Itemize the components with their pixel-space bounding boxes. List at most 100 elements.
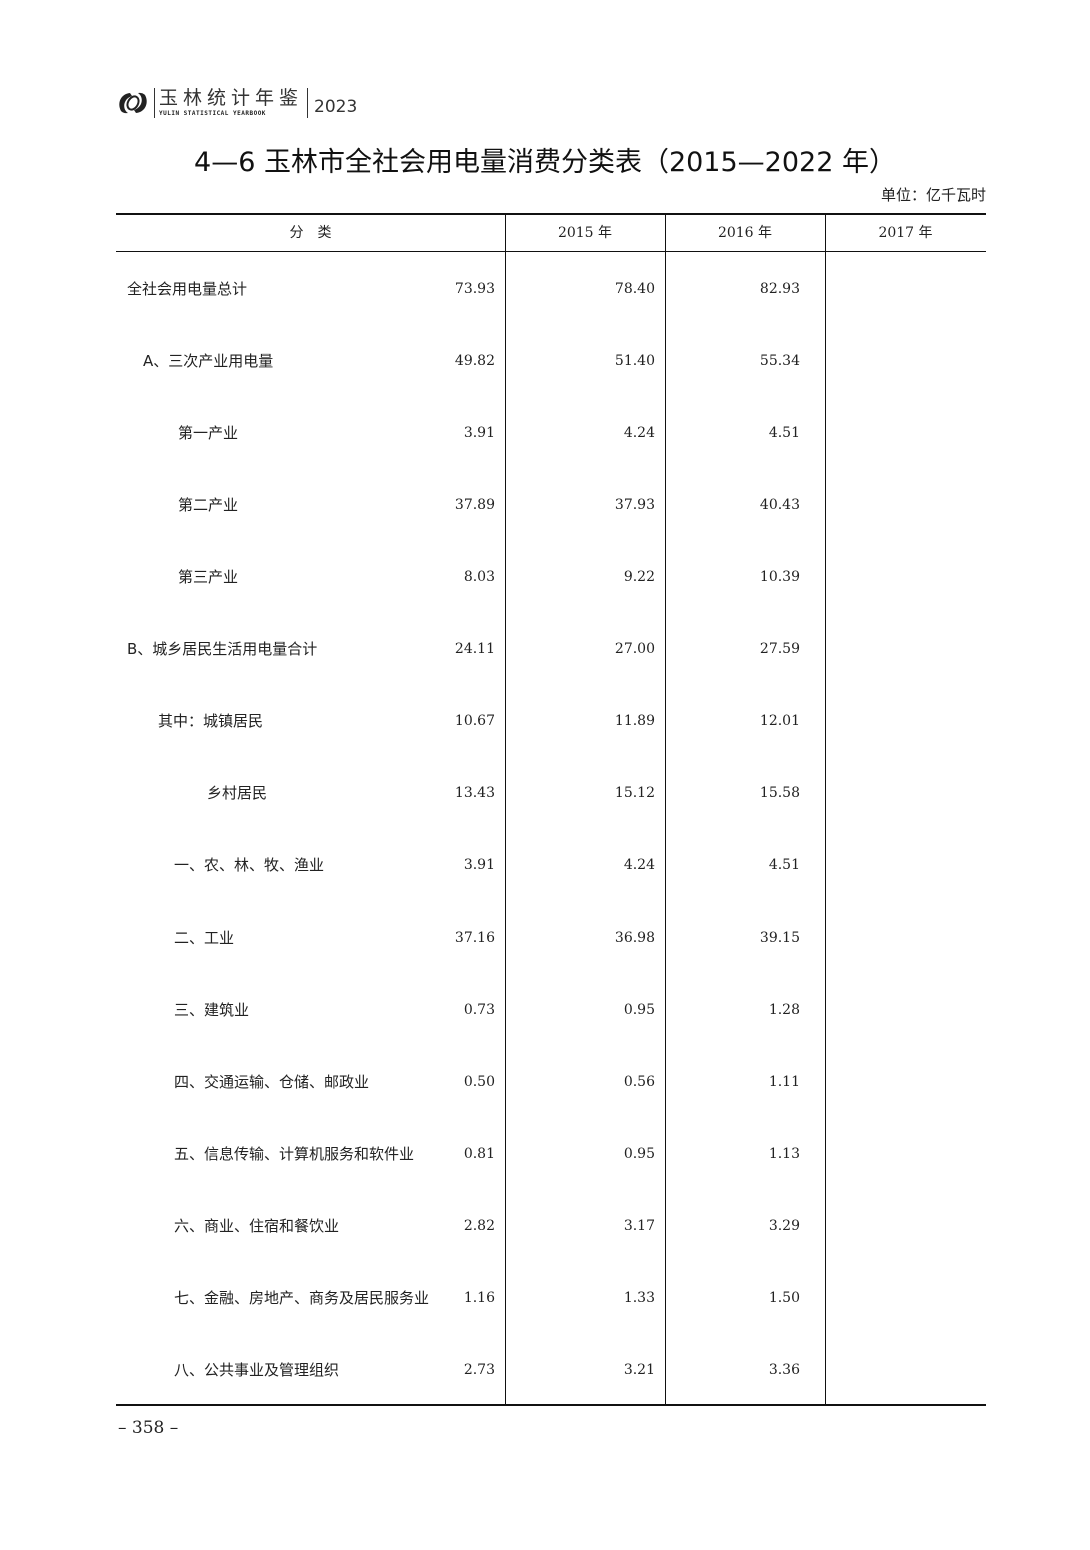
cell-value: 0.56 xyxy=(623,1073,655,1090)
table-row: 全社会用电量总计 73.93 78.40 82.93 xyxy=(116,253,986,325)
cell-value: 55.34 xyxy=(759,353,800,370)
cell-value: 2.73 xyxy=(463,1361,495,1378)
table-row: 第一产业 3.91 4.24 4.51 xyxy=(116,397,986,469)
row-label: B、城乡居民生活用电量合计 xyxy=(127,640,318,659)
cell-value: 3.36 xyxy=(768,1361,800,1378)
row-label: 第三产业 xyxy=(178,568,239,587)
row-label: 三、建筑业 xyxy=(174,1000,250,1019)
cell-value: 8.03 xyxy=(463,569,495,586)
table-row: 三、建筑业 0.73 0.95 1.28 xyxy=(116,974,986,1046)
cell-value: 39.15 xyxy=(759,929,800,946)
column-header-2017: 2017 年 xyxy=(878,225,933,241)
cell-value: 0.50 xyxy=(463,1073,495,1090)
cell-value: 15.12 xyxy=(614,785,655,802)
cell-value: 36.98 xyxy=(614,929,655,946)
column-divider xyxy=(825,213,826,1405)
cell-value: 3.91 xyxy=(463,425,495,442)
cell-value: 3.21 xyxy=(623,1361,655,1378)
cell-value: 11.89 xyxy=(614,713,655,730)
yearbook-header: 玉林统计年鉴 YULIN STATISTICAL YEARBOOK 2023 xyxy=(116,86,357,120)
row-label: 八、公共事业及管理组织 xyxy=(174,1360,340,1379)
row-label: 四、交通运输、仓储、邮政业 xyxy=(174,1072,370,1091)
row-label: 二、工业 xyxy=(174,928,235,947)
cell-value: 82.93 xyxy=(759,281,800,297)
yearbook-title-cn: 玉林统计年鉴 xyxy=(159,87,304,109)
cell-value: 12.01 xyxy=(759,713,800,730)
cell-value: 40.43 xyxy=(759,497,800,514)
page-number: – 358 – xyxy=(118,1418,179,1438)
column-header-2015: 2015 年 xyxy=(557,225,613,241)
cell-value: 1.33 xyxy=(623,1289,655,1306)
cell-value: 13.43 xyxy=(454,785,495,802)
cell-value: 3.91 xyxy=(463,857,495,874)
cell-value: 9.22 xyxy=(623,569,655,586)
cell-value: 0.95 xyxy=(623,1145,655,1162)
row-label: 全社会用电量总计 xyxy=(127,280,248,298)
table-row: 七、金融、房地产、商务及居民服务业 1.16 1.33 1.50 xyxy=(116,1262,986,1334)
cell-value: 10.67 xyxy=(454,713,495,730)
cell-value: 51.40 xyxy=(614,353,655,370)
table-row: 第二产业 37.89 37.93 40.43 xyxy=(116,469,986,541)
cell-value: 1.16 xyxy=(463,1289,495,1306)
cell-value: 3.29 xyxy=(768,1217,800,1234)
table-row: 二、工业 37.16 36.98 39.15 xyxy=(116,902,986,974)
column-header-2016: 2016 年 xyxy=(717,225,773,241)
column-divider xyxy=(665,213,666,1405)
table-row: 一、农、林、牧、渔业 3.91 4.24 4.51 xyxy=(116,829,986,901)
cell-value: 1.13 xyxy=(768,1145,800,1162)
table-header-rule xyxy=(116,251,986,252)
cell-value: 1.28 xyxy=(768,1001,800,1018)
table-title: 4—6 玉林市全社会用电量消费分类表（2015—2022 年） xyxy=(194,147,896,178)
cell-value: 37.89 xyxy=(454,497,495,514)
unit-label: 单位：亿千瓦时 xyxy=(880,186,986,204)
cell-value: 4.51 xyxy=(768,425,800,442)
table-row: 四、交通运输、仓储、邮政业 0.50 0.56 1.11 xyxy=(116,1046,986,1118)
cell-value: 1.50 xyxy=(768,1289,800,1306)
row-label: 六、商业、住宿和餐饮业 xyxy=(174,1216,340,1235)
cell-value: 4.51 xyxy=(768,857,800,874)
row-label: 一、农、林、牧、渔业 xyxy=(174,856,325,875)
table-bottom-rule xyxy=(116,1404,986,1406)
table-row: 五、信息传输、计算机服务和软件业 0.81 0.95 1.13 xyxy=(116,1118,986,1190)
yearbook-logo-icon xyxy=(119,92,147,114)
cell-value: 27.59 xyxy=(759,641,800,658)
table-row: A、三次产业用电量 49.82 51.40 55.34 xyxy=(116,325,986,397)
cell-value: 1.11 xyxy=(768,1073,800,1090)
row-label: 第二产业 xyxy=(178,496,239,515)
cell-value: 0.73 xyxy=(463,1001,495,1018)
yearbook-year: 2023 xyxy=(314,97,358,117)
row-label: 其中：城镇居民 xyxy=(158,712,264,731)
table-row: 其中：城镇居民 10.67 11.89 12.01 xyxy=(116,685,986,757)
cell-value: 24.11 xyxy=(454,641,495,658)
table-row: 乡村居民 13.43 15.12 15.58 xyxy=(116,757,986,829)
cell-value: 0.81 xyxy=(463,1145,495,1162)
cell-value: 27.00 xyxy=(614,641,655,658)
table-row: 六、商业、住宿和餐饮业 2.82 3.17 3.29 xyxy=(116,1190,986,1262)
cell-value: 4.24 xyxy=(623,857,655,874)
row-label: 七、金融、房地产、商务及居民服务业 xyxy=(174,1288,430,1307)
row-label: A、三次产业用电量 xyxy=(143,352,274,371)
cell-value: 0.95 xyxy=(623,1001,655,1018)
cell-value: 73.93 xyxy=(454,281,495,297)
cell-value: 15.58 xyxy=(759,785,800,802)
table-row: 第三产业 8.03 9.22 10.39 xyxy=(116,541,986,613)
cell-value: 37.93 xyxy=(614,497,655,514)
row-label: 乡村居民 xyxy=(207,784,268,803)
cell-value: 49.82 xyxy=(454,353,495,370)
table-row: 八、公共事业及管理组织 2.73 3.21 3.36 xyxy=(116,1334,986,1406)
row-label: 第一产业 xyxy=(178,424,239,443)
cell-value: 37.16 xyxy=(454,929,495,946)
cell-value: 10.39 xyxy=(759,569,800,586)
cell-value: 2.82 xyxy=(463,1217,495,1234)
table-row: B、城乡居民生活用电量合计 24.11 27.00 27.59 xyxy=(116,613,986,685)
table-top-rule xyxy=(116,213,986,215)
column-divider xyxy=(505,213,506,1405)
header-divider xyxy=(154,88,155,118)
row-label: 五、信息传输、计算机服务和软件业 xyxy=(174,1144,415,1163)
column-header-category: 分 类 xyxy=(289,225,332,241)
cell-value: 3.17 xyxy=(623,1217,655,1234)
header-divider xyxy=(307,88,309,118)
yearbook-title-en: YULIN STATISTICAL YEARBOOK xyxy=(159,110,266,117)
cell-value: 78.40 xyxy=(614,281,655,297)
cell-value: 4.24 xyxy=(623,425,655,442)
